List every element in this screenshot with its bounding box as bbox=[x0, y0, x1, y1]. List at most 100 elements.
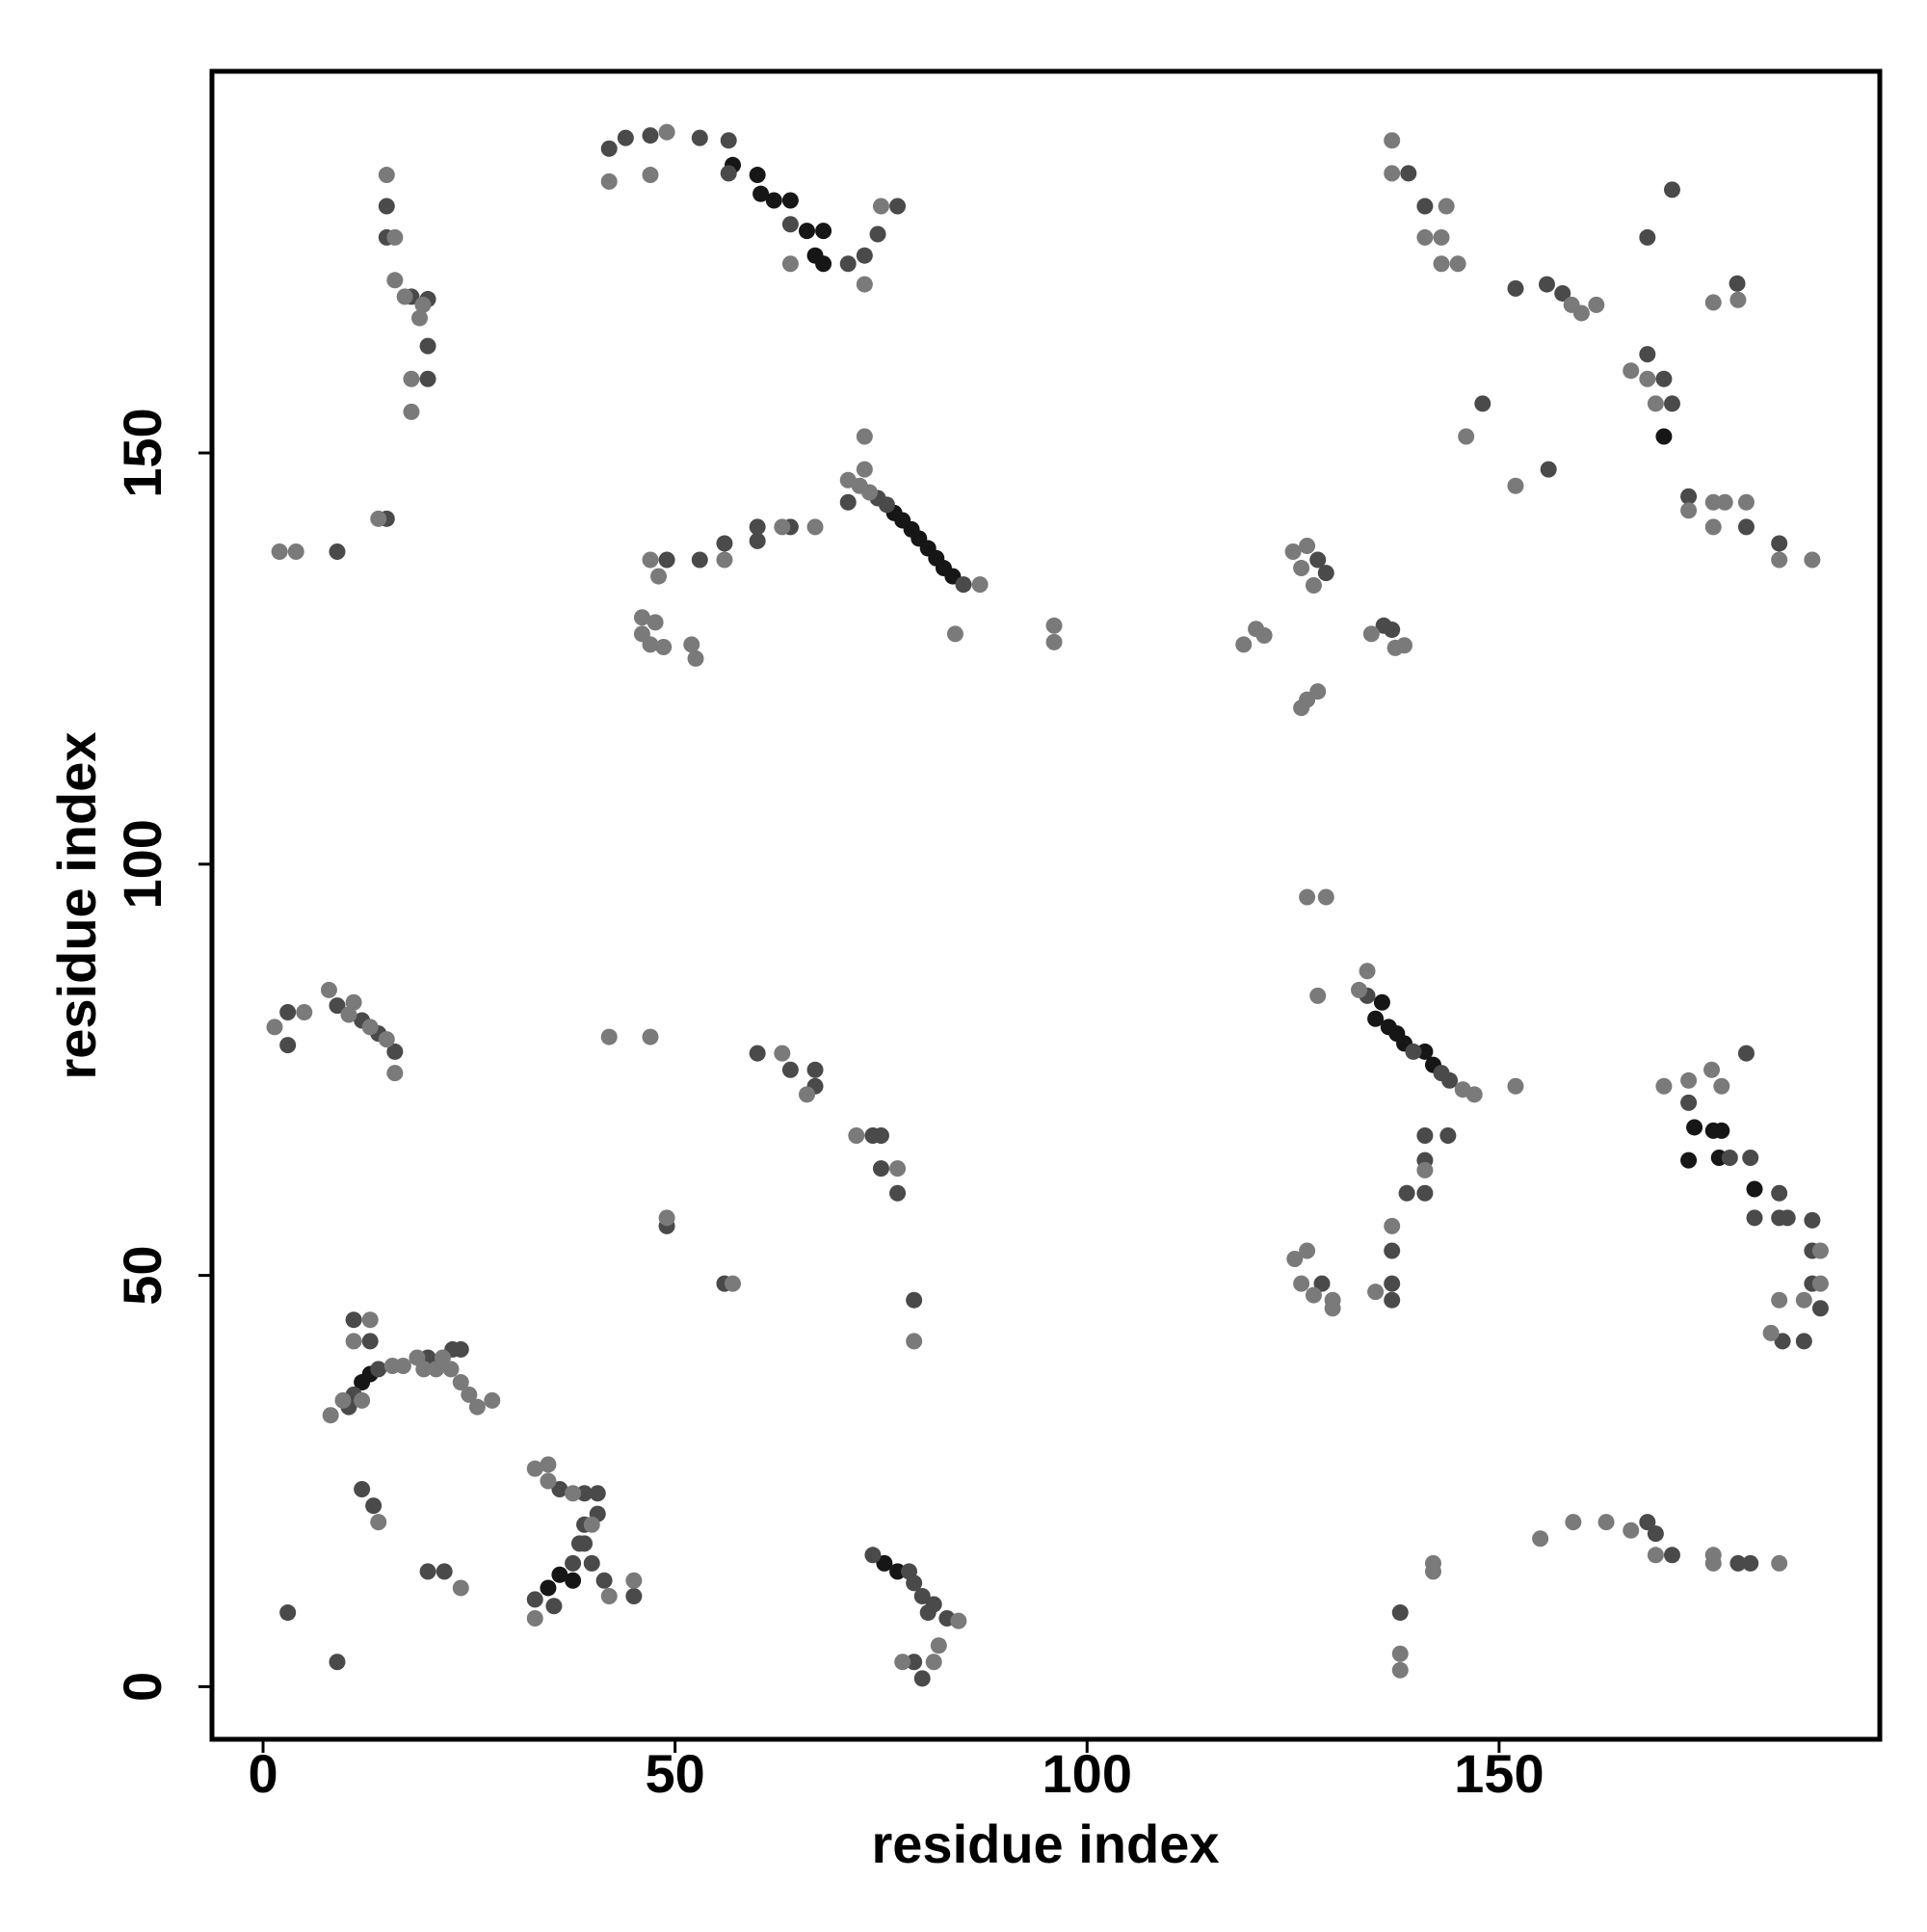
point bbox=[345, 1311, 362, 1329]
point bbox=[913, 1670, 931, 1687]
point bbox=[1746, 1180, 1763, 1198]
point bbox=[1680, 1094, 1698, 1111]
point bbox=[1384, 1291, 1401, 1309]
point bbox=[461, 1386, 478, 1403]
point bbox=[1647, 1525, 1664, 1543]
y-tick-label: 150 bbox=[112, 408, 172, 497]
point bbox=[452, 1579, 469, 1597]
point bbox=[1284, 543, 1302, 560]
point bbox=[1703, 1061, 1721, 1078]
point bbox=[1804, 1211, 1821, 1229]
point bbox=[1737, 493, 1755, 511]
point bbox=[752, 185, 770, 202]
point bbox=[452, 1374, 469, 1391]
point bbox=[540, 1472, 557, 1490]
point bbox=[361, 1333, 379, 1350]
x-tick-label: 50 bbox=[645, 1743, 704, 1804]
point bbox=[378, 167, 395, 184]
point bbox=[1362, 625, 1380, 643]
point bbox=[691, 129, 708, 146]
point bbox=[1405, 1043, 1422, 1060]
point bbox=[1771, 551, 1788, 569]
point bbox=[1811, 1300, 1829, 1317]
point bbox=[1416, 1184, 1434, 1202]
point bbox=[1324, 1300, 1341, 1317]
point bbox=[600, 172, 618, 190]
point bbox=[1293, 700, 1310, 717]
point bbox=[1795, 1333, 1812, 1350]
point bbox=[595, 1572, 613, 1589]
point bbox=[1384, 165, 1401, 182]
point bbox=[919, 1604, 937, 1622]
point bbox=[583, 1554, 600, 1572]
point bbox=[1373, 993, 1390, 1011]
point bbox=[1639, 1514, 1656, 1531]
point bbox=[279, 1003, 297, 1020]
point bbox=[1424, 1563, 1441, 1580]
point bbox=[1391, 1604, 1409, 1622]
point bbox=[839, 493, 857, 511]
point bbox=[889, 1160, 907, 1178]
point bbox=[1384, 622, 1401, 639]
point bbox=[361, 1019, 379, 1036]
point bbox=[906, 1333, 923, 1350]
point bbox=[1704, 294, 1722, 311]
point bbox=[1439, 1126, 1457, 1144]
point bbox=[642, 636, 659, 653]
point bbox=[1737, 518, 1755, 536]
point bbox=[1762, 1324, 1780, 1341]
point bbox=[749, 518, 766, 536]
point bbox=[526, 1610, 543, 1628]
point bbox=[1384, 1242, 1401, 1259]
point bbox=[1309, 987, 1327, 1004]
point bbox=[1686, 1119, 1703, 1136]
point bbox=[642, 127, 659, 145]
point bbox=[1811, 1242, 1829, 1259]
point bbox=[1713, 1122, 1730, 1139]
point bbox=[1655, 370, 1673, 387]
point bbox=[1647, 395, 1664, 412]
point bbox=[774, 518, 791, 536]
point bbox=[765, 192, 782, 209]
point bbox=[1391, 1645, 1409, 1662]
point bbox=[1384, 132, 1401, 149]
point bbox=[1746, 1209, 1763, 1227]
point bbox=[781, 192, 799, 209]
point bbox=[1458, 428, 1475, 445]
point bbox=[1680, 502, 1698, 519]
point bbox=[1416, 1126, 1434, 1144]
point bbox=[1465, 1086, 1483, 1103]
point bbox=[1045, 617, 1063, 634]
point bbox=[906, 1291, 923, 1309]
point bbox=[683, 636, 700, 653]
point bbox=[781, 216, 799, 233]
point bbox=[334, 1391, 352, 1409]
point bbox=[1647, 1547, 1664, 1564]
point bbox=[354, 1391, 371, 1409]
point bbox=[452, 1340, 469, 1358]
point bbox=[642, 551, 659, 569]
point bbox=[716, 535, 733, 552]
point bbox=[872, 1126, 889, 1144]
point bbox=[1713, 1077, 1730, 1095]
point bbox=[279, 1037, 297, 1054]
point bbox=[378, 1031, 395, 1048]
point bbox=[545, 1598, 563, 1615]
point bbox=[296, 1003, 313, 1020]
point bbox=[1572, 304, 1590, 322]
point bbox=[1400, 165, 1417, 182]
point bbox=[806, 518, 824, 536]
point bbox=[872, 198, 889, 215]
point bbox=[600, 140, 618, 157]
point bbox=[1293, 1275, 1310, 1292]
point bbox=[1235, 636, 1253, 653]
point bbox=[1704, 518, 1722, 536]
point bbox=[864, 1547, 882, 1564]
point bbox=[1771, 1554, 1788, 1572]
point bbox=[1639, 370, 1656, 387]
point bbox=[403, 403, 420, 420]
point bbox=[1350, 981, 1367, 998]
point bbox=[415, 1361, 433, 1378]
point bbox=[468, 1398, 486, 1416]
point bbox=[1716, 493, 1733, 511]
